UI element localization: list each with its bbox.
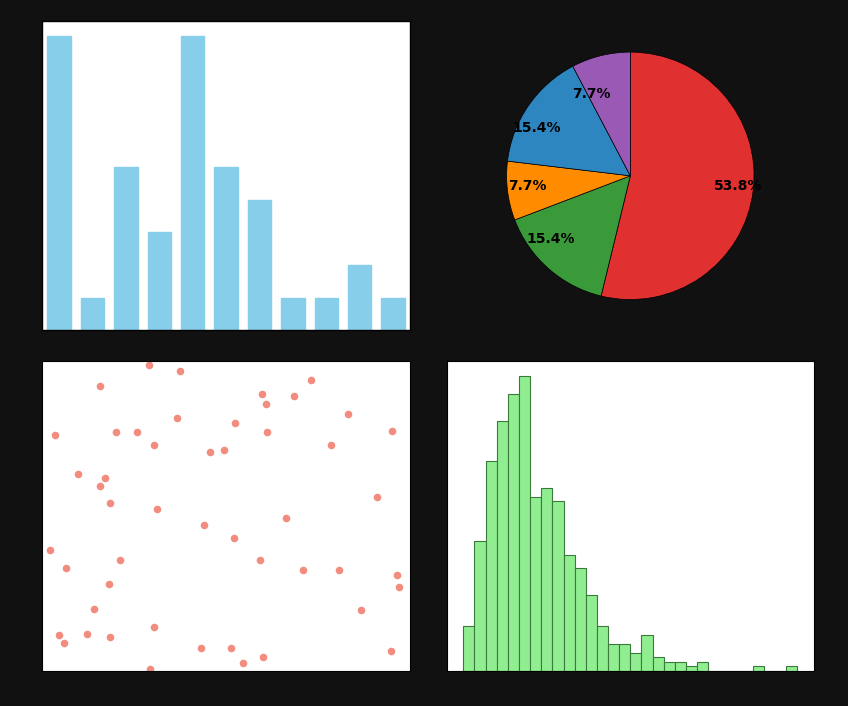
Point [57,638,70,649]
Text: 7.7%: 7.7% [508,179,547,193]
Point [225,642,238,654]
Bar [530,496,541,671]
Text: 53.8%: 53.8% [714,179,762,193]
Point [131,426,144,438]
Text: 7.7%: 7.7% [572,87,611,101]
Bar [753,666,764,671]
Text: 15.4%: 15.4% [512,121,561,135]
Point [114,555,127,566]
Bar [474,542,486,671]
Wedge shape [572,52,630,176]
Wedge shape [601,52,754,299]
Bar [564,555,575,671]
Point [93,480,107,491]
Point [98,472,112,484]
Point [204,446,217,457]
Point [260,426,274,438]
Bar [248,200,271,330]
Point [148,621,161,633]
Point [142,360,156,371]
Point [256,651,270,662]
Point [173,365,187,376]
Bar [519,376,530,671]
Bar [181,36,204,330]
Point [48,430,62,441]
Point [109,426,123,438]
Point [148,439,161,450]
Bar [653,657,664,671]
Point [237,657,250,669]
Bar [786,666,797,671]
Point [81,628,94,640]
Bar [697,662,708,671]
Bar [382,298,404,330]
Point [354,604,367,616]
Point [296,564,310,575]
Bar [664,662,675,671]
Point [226,533,240,544]
Point [59,563,73,574]
Point [53,629,66,640]
Bar [486,461,497,671]
Point [103,632,117,643]
Point [279,513,293,524]
Point [170,413,184,424]
Point [304,374,318,385]
Point [370,491,383,503]
Bar [148,232,171,330]
Point [194,642,208,653]
Point [287,390,301,402]
Bar [630,653,641,671]
Bar [348,265,371,330]
Bar [315,298,338,330]
Bar [675,662,686,671]
Point [218,445,232,456]
Bar [619,644,630,671]
Point [43,545,57,556]
Point [198,519,211,530]
Point [103,578,116,590]
Point [324,440,338,451]
Bar [508,394,519,671]
Point [71,468,85,479]
Point [332,565,346,576]
Point [390,569,404,580]
Bar [215,167,237,330]
Point [143,664,157,675]
Point [103,497,116,508]
Bar [47,36,70,330]
Point [392,581,405,592]
Bar [282,298,304,330]
Bar [497,421,508,671]
Point [93,380,107,391]
Wedge shape [515,176,630,296]
Point [150,503,164,515]
Bar [608,644,619,671]
Wedge shape [507,66,630,176]
Point [385,425,399,436]
Bar [686,666,697,671]
Point [342,409,355,420]
Point [254,554,267,566]
Bar [586,595,597,671]
Bar [575,568,586,671]
Point [259,398,272,409]
Bar [641,635,653,671]
Bar [463,626,474,671]
Bar [541,488,552,671]
Bar [597,626,608,671]
Bar [552,501,564,671]
Wedge shape [506,161,630,220]
Point [384,645,398,657]
Point [228,417,242,429]
Text: 15.4%: 15.4% [527,232,575,246]
Point [255,388,269,400]
Point [86,604,100,615]
Bar [81,298,104,330]
Bar [114,167,137,330]
